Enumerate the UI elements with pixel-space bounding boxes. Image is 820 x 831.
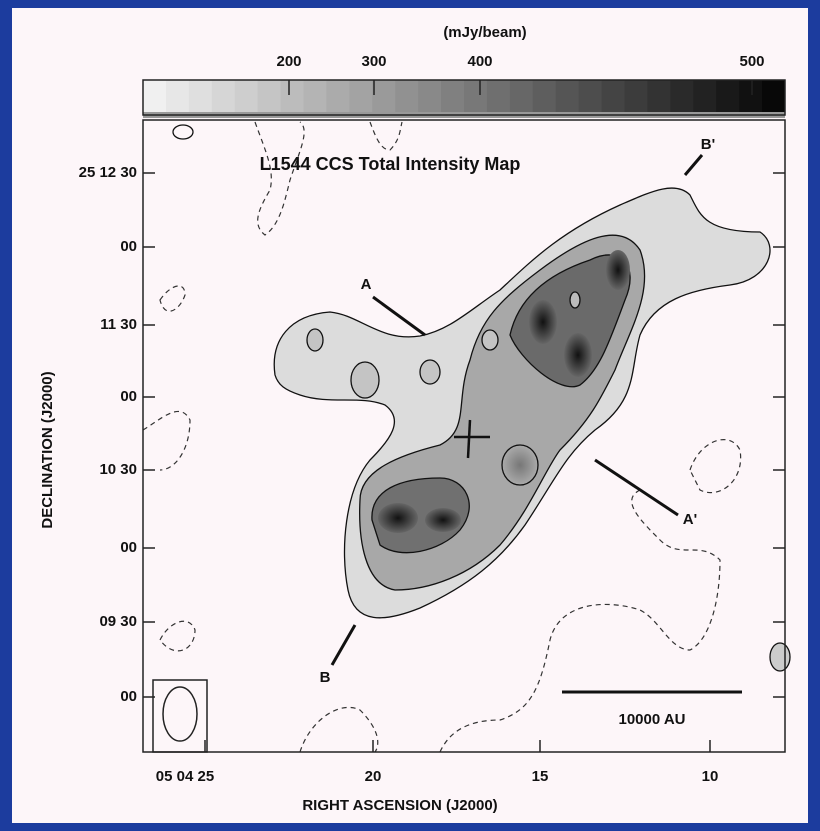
core <box>425 508 461 532</box>
colorbar-step <box>304 80 327 115</box>
colorbar-step <box>143 80 166 115</box>
x-axis-label: RIGHT ASCENSION (J2000) <box>302 797 497 814</box>
annotation: A <box>361 276 372 293</box>
core <box>378 503 418 533</box>
colorbar-step <box>349 80 372 115</box>
colorbar-step <box>418 80 441 115</box>
colorbar-tick: 500 <box>739 53 764 70</box>
colorbar-step <box>625 80 648 115</box>
colorbar-step <box>189 80 212 115</box>
colorbar-step <box>762 80 785 115</box>
annotation: A' <box>683 511 697 528</box>
annotation: B <box>320 669 331 686</box>
figure: (mJy/beam) 200 300 400 500 L1544 CCS Tot… <box>0 0 820 831</box>
colorbar-step <box>326 80 349 115</box>
colorbar-step <box>602 80 625 115</box>
core <box>606 250 630 290</box>
x-tick-label: 20 <box>365 768 382 785</box>
colorbar-step <box>739 80 762 115</box>
colorbar-step <box>579 80 602 115</box>
core <box>564 333 592 377</box>
core <box>529 300 557 344</box>
scale-label: 10000 AU <box>619 711 686 728</box>
contour <box>307 329 323 351</box>
contour <box>770 643 790 671</box>
y-tick-label: 00 <box>120 238 137 255</box>
y-tick-label: 00 <box>120 688 137 705</box>
map-title: L1544 CCS Total Intensity Map <box>260 154 521 174</box>
colorbar-step <box>212 80 235 115</box>
core <box>502 445 538 485</box>
colorbar-step <box>395 80 418 115</box>
colorbar-step <box>556 80 579 115</box>
colorbar-step <box>166 80 189 115</box>
contour <box>351 362 379 398</box>
colorbar-tick: 200 <box>276 53 301 70</box>
annotation: B' <box>701 136 715 153</box>
contour <box>482 330 498 350</box>
colorbar-tick: 400 <box>467 53 492 70</box>
colorbar-step <box>533 80 556 115</box>
colorbar-step <box>647 80 670 115</box>
y-tick-label: 00 <box>120 388 137 405</box>
colorbar-step <box>372 80 395 115</box>
y-tick-label: 11 30 <box>100 316 137 333</box>
colorbar-step <box>487 80 510 115</box>
colorbar-step <box>281 80 304 115</box>
colorbar-step <box>716 80 739 115</box>
y-tick-label: 00 <box>120 539 137 556</box>
colorbar-step <box>441 80 464 115</box>
x-tick-label: 05 04 25 <box>156 768 214 785</box>
colorbar-step <box>510 80 533 115</box>
y-tick-label: 25 12 30 <box>79 164 137 181</box>
colorbar-step <box>670 80 693 115</box>
y-tick-label: 10 30 <box>99 461 137 478</box>
colorbar-label: (mJy/beam) <box>443 24 526 41</box>
colorbar-step <box>693 80 716 115</box>
colorbar-step <box>258 80 281 115</box>
contour <box>420 360 440 384</box>
x-tick-label: 10 <box>702 768 719 785</box>
colorbar-tick: 300 <box>361 53 386 70</box>
contour <box>570 292 580 308</box>
x-tick-label: 15 <box>532 768 549 785</box>
y-axis-label: DECLINATION (J2000) <box>39 371 56 528</box>
y-tick-label: 09 30 <box>99 613 137 630</box>
colorbar-step <box>464 80 487 115</box>
colorbar <box>143 80 786 118</box>
colorbar-step <box>235 80 258 115</box>
